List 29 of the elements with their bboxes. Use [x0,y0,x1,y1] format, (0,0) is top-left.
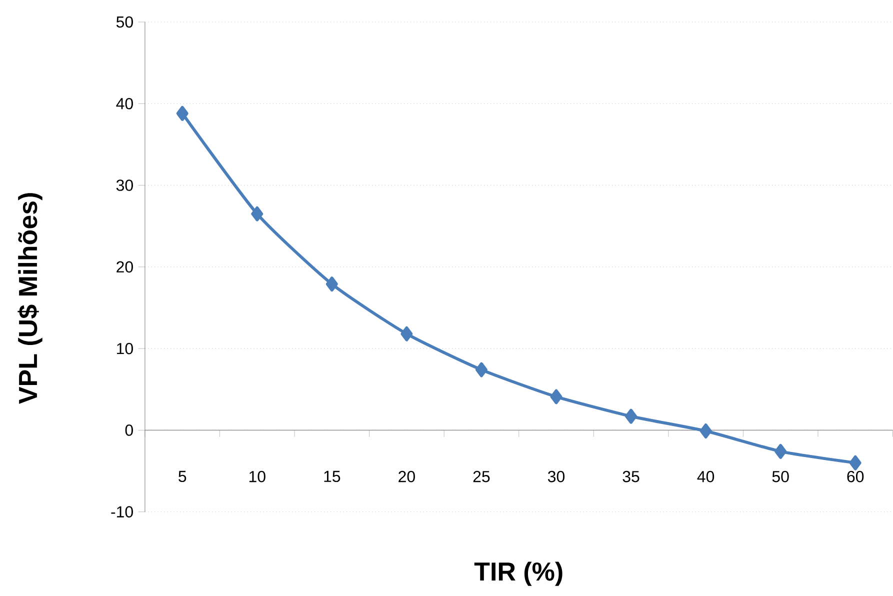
x-tick-label: 40 [697,470,714,482]
y-tick-label: 0 [125,424,133,436]
point [400,326,413,342]
y-tick-label: 40 [116,98,133,110]
x-tick-label: 50 [772,470,789,482]
point [774,444,787,460]
x-tick-label: 5 [178,471,186,482]
point [326,276,338,292]
y-tick-label: 10 [117,342,133,354]
x-tick-label: 15 [324,471,340,482]
y-tick-label: 50 [116,16,133,28]
y-axis-title: VPL (U$ Milhões) [18,193,42,404]
point [251,206,264,222]
point [475,362,488,378]
x-axis-title: TIR (%) [474,562,562,586]
point [849,455,862,470]
x-tick-label: 60 [847,470,864,482]
x-tick-label: 30 [548,470,565,482]
point [176,106,188,122]
point [700,424,712,439]
point [625,408,638,424]
point [550,389,562,404]
x-tick-label: 25 [473,470,490,482]
y-tick-label: 20 [116,261,133,273]
y-tick-label: 30 [116,180,133,192]
y-tick-label: -10 [111,506,133,518]
x-tick-label: 10 [249,470,266,482]
x-tick-label: 35 [622,470,640,482]
x-tick-label: 20 [398,470,415,482]
